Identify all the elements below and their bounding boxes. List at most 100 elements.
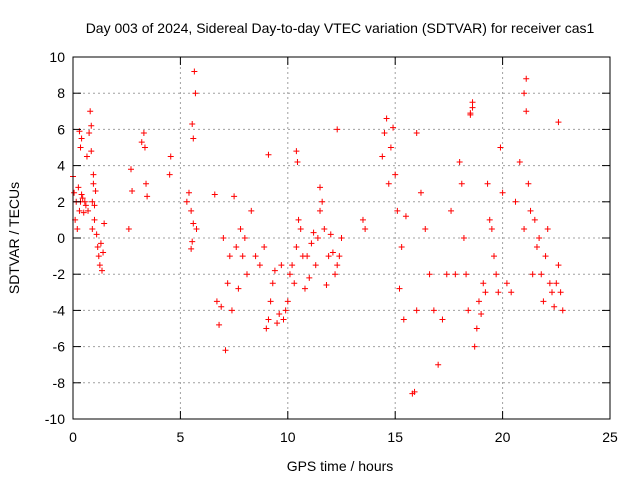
data-point (465, 307, 472, 314)
data-point (327, 231, 334, 238)
data-point (241, 235, 248, 241)
data-point (301, 285, 308, 292)
data-point (482, 289, 489, 296)
data-point (396, 285, 403, 292)
data-point (78, 191, 85, 198)
data-point (271, 267, 278, 274)
data-point (460, 235, 467, 241)
data-point (265, 316, 272, 323)
data-point (387, 144, 394, 151)
data-point (140, 130, 147, 137)
data-point (540, 298, 547, 305)
data-point (293, 244, 300, 251)
data-point (452, 271, 459, 278)
data-point (77, 144, 84, 151)
x-tick-label: 0 (69, 429, 77, 445)
data-point (218, 303, 225, 310)
data-point (280, 316, 287, 323)
data-point (508, 289, 515, 296)
data-point (523, 108, 530, 115)
data-point (493, 271, 500, 278)
data-point (473, 325, 480, 332)
data-point (188, 245, 195, 252)
data-point (189, 120, 196, 127)
data-point (325, 253, 332, 260)
data-point (96, 262, 103, 269)
data-point (138, 139, 145, 146)
data-point (495, 289, 502, 296)
data-point (555, 262, 562, 269)
data-point (297, 225, 304, 232)
data-point (88, 122, 95, 129)
data-point (88, 148, 95, 155)
data-point (443, 271, 450, 278)
data-point (263, 325, 270, 332)
data-point (213, 298, 220, 305)
data-point (261, 244, 268, 251)
data-point (304, 253, 311, 260)
data-point (231, 193, 238, 200)
data-point (555, 119, 562, 126)
data-point (190, 220, 197, 227)
data-point (329, 249, 336, 256)
data-point (93, 231, 100, 238)
data-point (76, 207, 83, 214)
grid-lines (73, 57, 610, 419)
data-point (92, 187, 99, 194)
data-point (85, 207, 92, 214)
data-point (323, 282, 330, 289)
data-point (216, 321, 223, 328)
data-point (127, 166, 134, 173)
data-point (392, 171, 399, 178)
data-point (308, 240, 315, 247)
x-tick-label: 15 (387, 429, 403, 445)
data-point (411, 388, 418, 395)
data-point (248, 207, 255, 214)
data-point (237, 225, 244, 232)
data-point (551, 303, 558, 310)
data-point (91, 216, 98, 223)
data-point (286, 271, 293, 278)
data-point (189, 238, 196, 245)
y-tick-label: 2 (57, 194, 65, 210)
data-point (439, 316, 446, 323)
data-point (521, 225, 528, 232)
data-point (471, 343, 478, 350)
data-point (289, 262, 296, 269)
data-point (512, 198, 519, 205)
data-point (516, 158, 523, 165)
data-point (282, 307, 289, 314)
data-point (383, 115, 390, 122)
data-point (89, 225, 96, 232)
data-point (486, 216, 493, 223)
data-point (256, 262, 263, 269)
data-point (284, 298, 291, 305)
data-point (226, 253, 233, 260)
data-point (533, 244, 540, 251)
data-point (291, 280, 298, 287)
data-point (390, 124, 397, 131)
data-point (90, 171, 97, 178)
data-point (141, 144, 148, 151)
data-point (544, 225, 551, 232)
data-point (83, 153, 90, 160)
data-point (469, 99, 476, 106)
data-point (129, 187, 136, 194)
data-point (549, 289, 556, 296)
data-point (243, 271, 250, 278)
data-point (265, 151, 272, 158)
data-point (97, 240, 104, 247)
chart-title: Day 003 of 2024, Sidereal Day-to-day VTE… (86, 20, 595, 36)
data-point (359, 216, 366, 223)
data-point (192, 90, 199, 97)
data-point (417, 189, 424, 196)
data-point (95, 253, 102, 260)
x-axis-label: GPS time / hours (287, 458, 394, 474)
data-point (306, 274, 313, 281)
data-point (80, 209, 87, 216)
x-tick-label: 25 (602, 429, 618, 445)
data-point (448, 207, 455, 214)
data-point (100, 249, 107, 256)
data-point (338, 235, 345, 241)
